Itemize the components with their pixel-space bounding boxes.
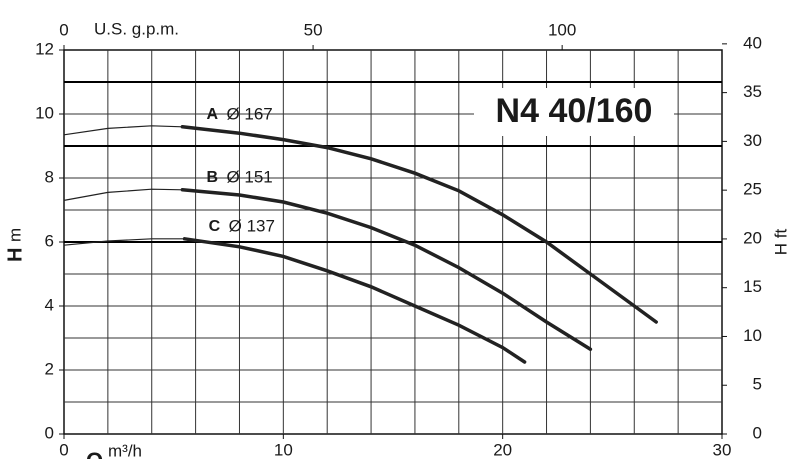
y2-tick-label: 30 xyxy=(743,131,762,150)
y-label-symbol: H xyxy=(4,248,26,262)
x-tick-label: 20 xyxy=(493,440,512,459)
x2-tick-label: 50 xyxy=(304,20,323,39)
y2-tick-label: 10 xyxy=(743,326,762,345)
y2-tick-label: 20 xyxy=(743,228,762,247)
y2-tick-label: 35 xyxy=(743,82,762,101)
y2-tick-label: 15 xyxy=(743,277,762,296)
y-tick-label: 2 xyxy=(45,359,54,378)
curve-thick xyxy=(182,237,527,364)
x-tick-label: 10 xyxy=(274,440,293,459)
curve-diameter: Ø 151 xyxy=(226,167,272,186)
y-tick-label: 6 xyxy=(45,231,54,250)
chart-title: N4 40/160 xyxy=(496,92,653,130)
curve-diameter: Ø 137 xyxy=(229,216,275,235)
curve-name: A xyxy=(206,106,218,123)
x2-tick-label: 100 xyxy=(548,20,576,39)
curve-thin xyxy=(63,238,186,246)
x-tick-label: 0 xyxy=(59,440,68,459)
curve-diameter: Ø 167 xyxy=(226,104,272,123)
curve-thin xyxy=(63,188,183,201)
x-tick-label: 30 xyxy=(713,440,732,459)
title-box xyxy=(474,88,674,136)
y-tick-label: 8 xyxy=(45,167,54,186)
curve-thin xyxy=(63,125,183,136)
x2-tick-label: 0 xyxy=(59,20,68,39)
y-tick-label: 12 xyxy=(35,39,54,58)
y2-tick-label: 5 xyxy=(753,375,762,394)
y-label: H m xyxy=(4,228,26,262)
curve-name: B xyxy=(206,169,218,186)
top-axis-label: U.S. g.p.m. xyxy=(94,19,179,38)
y2-tick-label: 40 xyxy=(743,33,762,52)
curve-thick xyxy=(180,125,658,324)
x-label-unit: m³/h xyxy=(108,441,142,459)
y-tick-label: 10 xyxy=(35,103,54,122)
y2-tick-label: 25 xyxy=(743,180,762,199)
x-label-symbol: Q xyxy=(86,448,103,459)
y2-label: H ft xyxy=(771,229,790,256)
curve-thick xyxy=(180,188,593,351)
y-tick-label: 4 xyxy=(45,295,54,314)
curve-name: C xyxy=(209,218,221,235)
y-tick-label: 0 xyxy=(45,423,54,442)
y2-tick-label: 0 xyxy=(753,423,762,442)
y-label-unit: m xyxy=(5,228,24,242)
